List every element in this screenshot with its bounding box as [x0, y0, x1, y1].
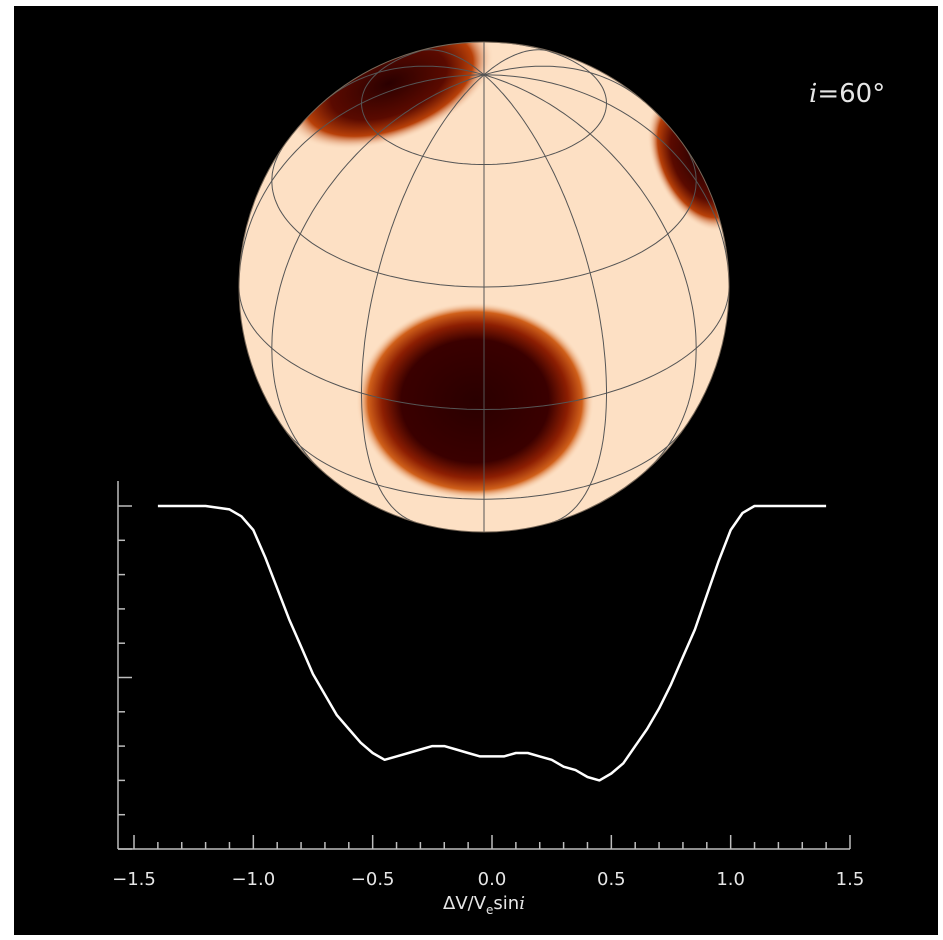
chart-svg: i=60° −1.5 −1.0 −0.5 0.0 0.5 1.0 1.5 ΔV/Vesini [112, 41, 885, 917]
star-limb [238, 41, 730, 533]
star-longitude-line [417, 49, 485, 76]
star-longitude-line [483, 74, 607, 523]
inclination-label: i=60° [809, 79, 885, 109]
x-axis-ticks [133, 835, 851, 849]
starspot [356, 302, 594, 500]
star-longitude-line [239, 74, 485, 287]
line-profile-layer [157, 504, 827, 782]
inclination-value: =60° [817, 79, 885, 109]
x-axis-label: ΔV/Vesini [443, 893, 525, 917]
x-axis-label-prefix: ΔV/V [443, 893, 487, 914]
x-tick-label: −0.5 [351, 869, 395, 890]
x-axis-label-italic: i [519, 893, 525, 914]
star-longitude-line [483, 74, 729, 287]
star-longitude-line [323, 65, 485, 102]
star-longitude-line [483, 49, 551, 76]
star-longitude-line [483, 65, 645, 102]
x-tick-label: 1.5 [836, 869, 865, 890]
x-axis-label-suffix: sin [493, 893, 519, 914]
star-latitude-line [239, 286, 729, 410]
star-longitude-line [483, 74, 697, 471]
x-tick-labels: −1.5 −1.0 −0.5 0.0 0.5 1.0 1.5 [112, 869, 864, 890]
inclination-symbol: i [809, 79, 817, 109]
star-longitude-line [271, 74, 485, 471]
x-tick-label: 0.0 [478, 869, 507, 890]
star-surface-map [238, 41, 730, 533]
star-latlong-grid [239, 42, 729, 532]
y-axis-ticks [118, 505, 132, 850]
plot-axes [117, 481, 850, 850]
star-latitude-line [284, 429, 684, 500]
x-tick-label: −1.5 [112, 869, 156, 890]
x-tick-label: 0.5 [597, 869, 626, 890]
x-axis-label-subscript: e [486, 903, 493, 917]
figure-panel: i=60° −1.5 −1.0 −0.5 0.0 0.5 1.0 1.5 ΔV/Vesini [14, 6, 938, 935]
x-tick-label: 1.0 [716, 869, 745, 890]
x-tick-label: −1.0 [231, 869, 275, 890]
star-longitude-line [361, 74, 485, 523]
line-profile [157, 504, 827, 782]
